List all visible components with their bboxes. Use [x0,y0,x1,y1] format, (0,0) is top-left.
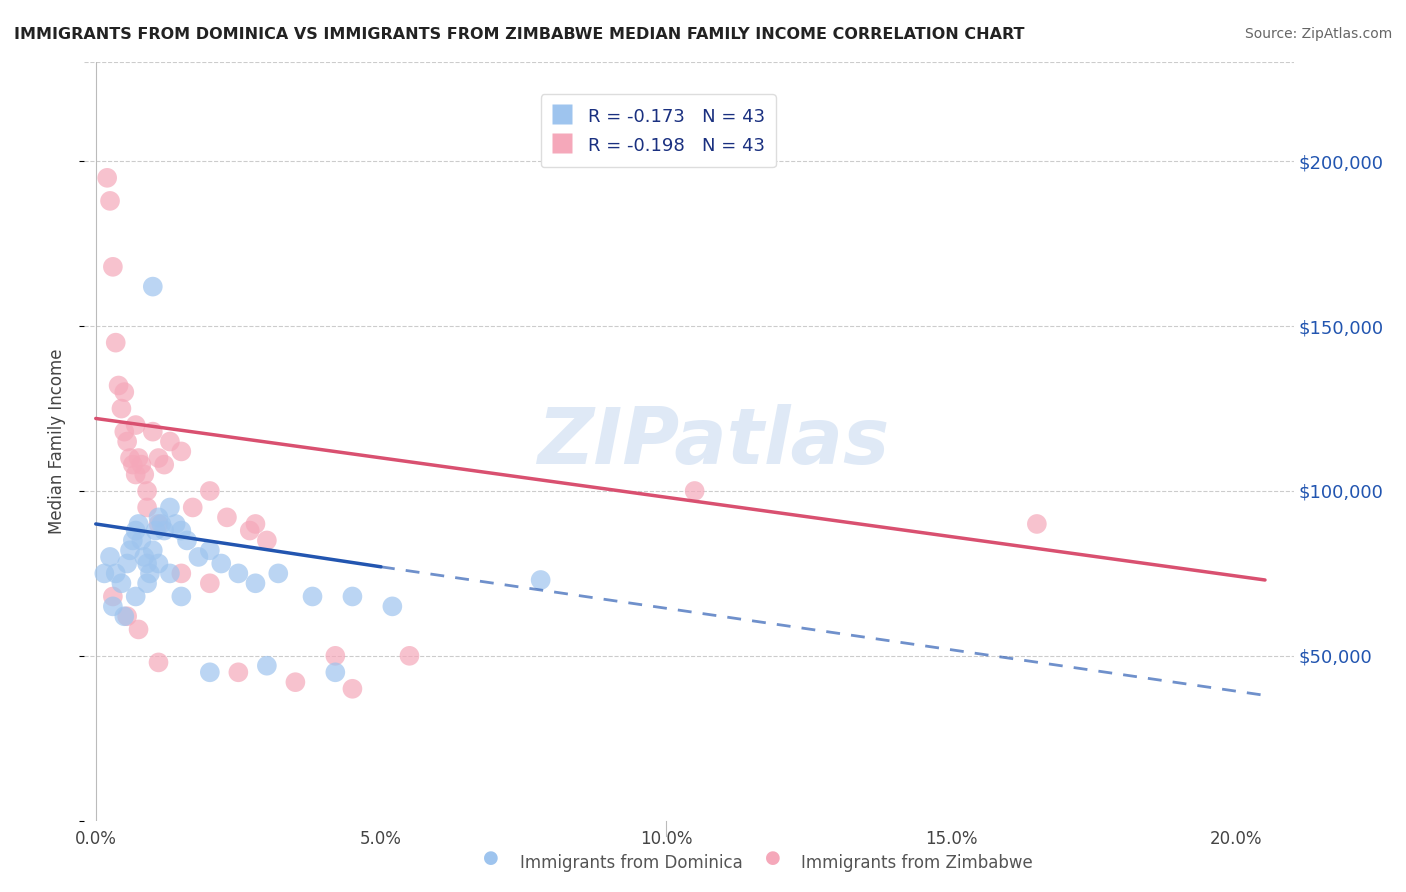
Text: ZIPatlas: ZIPatlas [537,403,889,480]
Text: Immigrants from Zimbabwe: Immigrants from Zimbabwe [801,855,1033,872]
Text: Source: ZipAtlas.com: Source: ZipAtlas.com [1244,27,1392,41]
Point [136,500,159,515]
Point [148,450,170,465]
Point [101,590,124,604]
Point [101,260,124,274]
Point [128,623,150,637]
Point [131,458,153,472]
Point [150,516,173,531]
Point [153,524,176,538]
Point [101,599,124,614]
Point [125,467,148,482]
Point [198,576,221,591]
Point [198,665,221,680]
Point [98,549,121,564]
Point [187,549,209,564]
Point [381,599,404,614]
Point [323,648,346,663]
Point [267,566,290,581]
Point [209,557,232,571]
Point [170,444,193,458]
Point [176,533,198,548]
Point [121,533,143,548]
Point [239,524,262,538]
Text: IMMIGRANTS FROM DOMINICA VS IMMIGRANTS FROM ZIMBABWE MEDIAN FAMILY INCOME CORREL: IMMIGRANTS FROM DOMINICA VS IMMIGRANTS F… [14,27,1025,42]
Point [256,533,278,548]
Point [128,450,150,465]
Point [159,566,181,581]
Point [136,483,159,498]
Point [215,510,238,524]
Y-axis label: Median Family Income: Median Family Income [48,349,66,534]
Point [198,543,221,558]
Point [134,549,156,564]
Point [115,434,138,449]
Point [148,557,170,571]
Point [112,609,135,624]
Point [125,590,148,604]
Point [93,566,115,581]
Point [136,557,159,571]
Point [323,665,346,680]
Point [96,170,118,185]
Point [228,665,250,680]
Point [125,418,148,433]
Point [530,573,553,587]
Point [148,510,170,524]
Point [142,425,165,439]
Point [118,543,141,558]
Text: ●: ● [765,849,780,867]
Point [110,576,132,591]
Point [683,483,706,498]
Point [142,279,165,293]
Point [342,590,364,604]
Point [125,524,148,538]
Point [104,335,127,350]
Point [342,681,364,696]
Point [398,648,420,663]
Point [128,516,150,531]
Point [139,566,162,581]
Point [181,500,204,515]
Text: ●: ● [484,849,499,867]
Point [170,524,193,538]
Point [118,450,141,465]
Point [112,385,135,400]
Point [145,524,167,538]
Point [110,401,132,416]
Point [148,656,170,670]
Point [104,566,127,581]
Point [159,434,181,449]
Point [165,516,187,531]
Point [198,483,221,498]
Point [170,566,193,581]
Point [98,194,121,208]
Point [301,590,323,604]
Point [159,500,181,515]
Point [170,590,193,604]
Point [256,658,278,673]
Point [121,458,143,472]
Point [112,425,135,439]
Point [153,458,176,472]
Point [134,467,156,482]
Point [245,576,267,591]
Point [228,566,250,581]
Point [142,543,165,558]
Legend: R = -0.173   N = 43, R = -0.198   N = 43: R = -0.173 N = 43, R = -0.198 N = 43 [541,95,776,167]
Point [131,533,153,548]
Point [107,378,129,392]
Point [245,516,267,531]
Point [1025,516,1047,531]
Point [148,516,170,531]
Point [136,576,159,591]
Point [115,557,138,571]
Text: Immigrants from Dominica: Immigrants from Dominica [520,855,742,872]
Point [115,609,138,624]
Point [284,675,307,690]
